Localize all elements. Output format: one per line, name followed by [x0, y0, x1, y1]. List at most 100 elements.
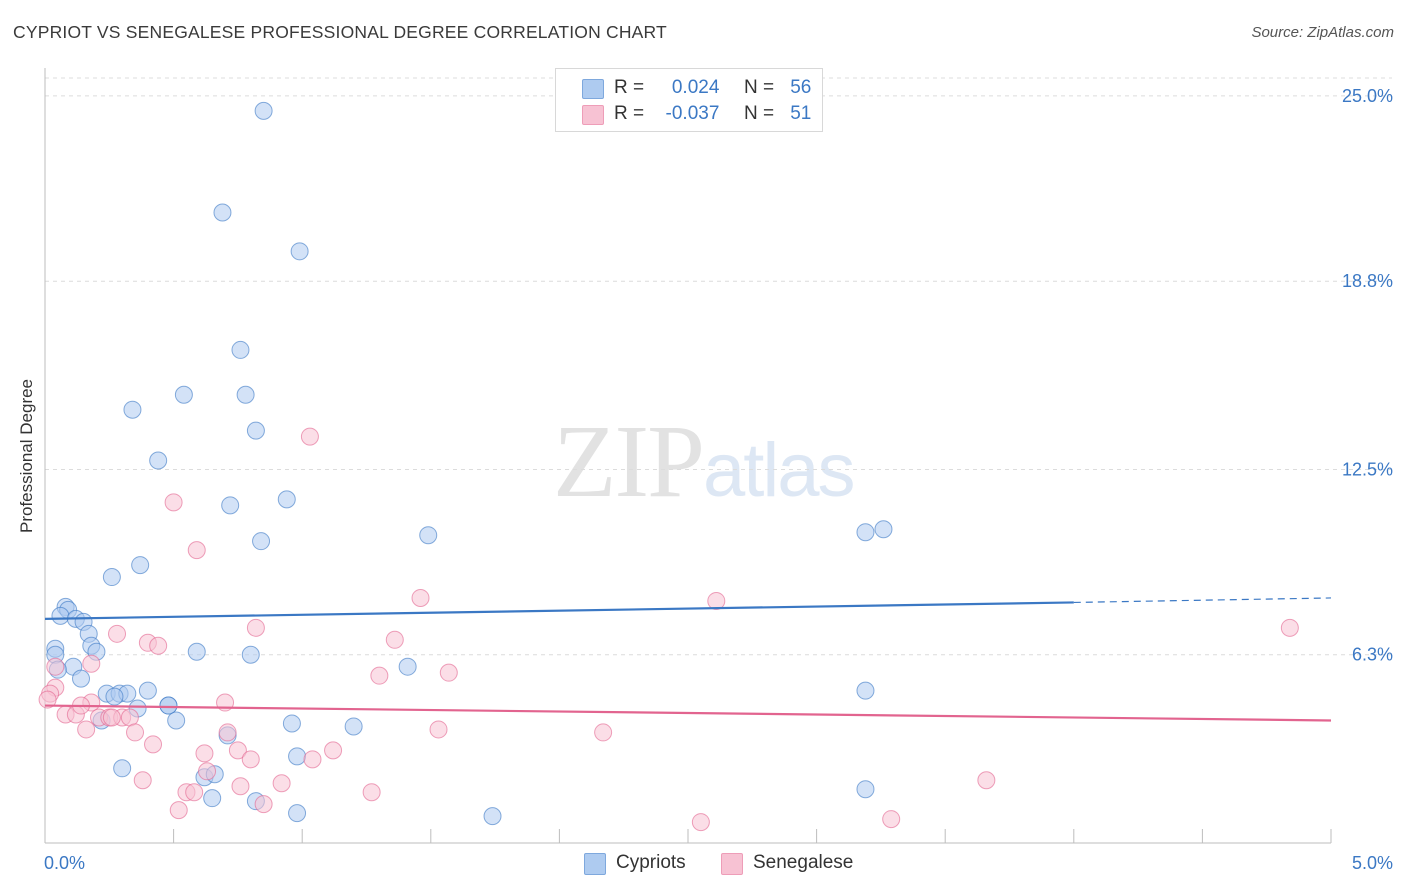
cypriots-point	[288, 804, 307, 823]
senegalese-point	[241, 750, 260, 769]
legend-r-value: 0.024	[671, 77, 720, 98]
legend-n-value: 56	[790, 77, 812, 98]
legend-n-label: N =	[743, 103, 775, 124]
cypriots-points	[46, 101, 893, 826]
cypriots-point	[174, 385, 193, 404]
senegalese-point	[126, 723, 145, 742]
cypriots-trend-line	[44, 601, 1074, 620]
senegalese-point	[187, 541, 206, 560]
cypriots-point	[856, 681, 875, 700]
senegalese-points	[38, 427, 1299, 832]
senegalese-point	[594, 723, 613, 742]
cypriots-point	[123, 400, 142, 419]
senegalese-point	[691, 813, 710, 832]
cypriots-point	[277, 490, 296, 509]
senegalese-point	[120, 708, 139, 727]
senegalese-point	[411, 588, 430, 607]
trend-lines	[44, 597, 1332, 722]
cypriots-point	[72, 669, 91, 688]
senegalese-point	[164, 493, 183, 512]
correlation-legend: R = 0.024 N = 56 R = -0.037 N = 51	[555, 68, 823, 132]
senegalese-point	[977, 771, 996, 790]
cypriots-trend-extension	[1073, 597, 1332, 604]
cypriots-point	[254, 101, 273, 120]
cypriots-point	[246, 421, 265, 440]
senegalese-point	[370, 666, 389, 685]
legend-swatch-cypriots	[582, 79, 604, 99]
y-tick-label: 12.5%	[1342, 459, 1393, 479]
x-tick-label: 5.0%	[1352, 853, 1393, 873]
watermark-zip: ZIP	[553, 404, 705, 519]
senegalese-point	[324, 741, 343, 760]
legend-r-label: R =	[614, 103, 645, 124]
senegalese-point	[218, 723, 237, 742]
senegalese-point	[169, 801, 188, 820]
senegalese-point	[102, 708, 121, 727]
senegalese-point	[149, 636, 168, 655]
watermark: ZIPatlas	[553, 402, 856, 521]
senegalese-point	[198, 762, 217, 781]
legend-r-label: R =	[614, 77, 645, 98]
cypriots-point	[398, 657, 417, 676]
cypriots-point	[131, 556, 150, 575]
legend-swatch-senegalese	[582, 105, 604, 125]
bottom-legend-label-cypriots: Cypriots	[616, 852, 686, 873]
senegalese-point	[38, 690, 57, 709]
cypriots-point	[51, 606, 70, 625]
axes	[44, 68, 1332, 844]
legend-n-value: 51	[790, 103, 812, 124]
cypriots-point	[344, 717, 363, 736]
senegalese-point	[707, 591, 726, 610]
cypriots-point	[149, 451, 168, 470]
senegalese-point	[362, 783, 381, 802]
senegalese-point	[231, 777, 250, 796]
cypriots-point	[288, 747, 307, 766]
cypriots-point	[241, 645, 260, 664]
senegalese-point	[133, 771, 152, 790]
cypriots-point	[282, 714, 301, 733]
chart-title: CYPRIOT VS SENEGALESE PROFESSIONAL DEGRE…	[13, 22, 667, 42]
y-tick-label: 18.8%	[1342, 271, 1393, 291]
y-tick-label: 25.0%	[1342, 86, 1393, 106]
cypriots-point	[105, 687, 124, 706]
senegalese-point	[272, 774, 291, 793]
cypriots-point	[236, 385, 255, 404]
cypriots-point	[483, 807, 502, 826]
senegalese-point	[429, 720, 448, 739]
y-tick-label: 6.3%	[1352, 645, 1393, 665]
senegalese-point	[82, 654, 101, 673]
x-tick-label: 0.0%	[44, 853, 85, 873]
watermark-atlas: atlas	[703, 428, 856, 513]
source-label: Source: ZipAtlas.com	[1251, 24, 1394, 41]
senegalese-point	[185, 783, 204, 802]
cypriots-point	[187, 642, 206, 661]
cypriots-point	[138, 681, 157, 700]
grid-lines	[45, 77, 1392, 656]
legend-r-value: -0.037	[665, 103, 720, 124]
cypriots-point	[252, 532, 271, 551]
senegalese-point	[77, 720, 96, 739]
senegalese-point	[195, 744, 214, 763]
tick-labels: 6.3% 12.5% 18.8% 25.0% 0.0% 5.0%	[44, 86, 1393, 873]
senegalese-point	[303, 750, 322, 769]
bottom-legend-swatch-cypriots	[584, 853, 606, 875]
senegalese-point	[144, 735, 163, 754]
senegalese-point	[882, 810, 901, 829]
cypriots-point	[221, 496, 240, 515]
bottom-legend-swatch-senegalese	[721, 853, 743, 875]
senegalese-trend-line	[44, 704, 1332, 722]
cypriots-point	[231, 340, 250, 359]
cypriots-point	[419, 526, 438, 545]
cypriots-point	[874, 520, 893, 539]
senegalese-point	[439, 663, 458, 682]
cypriots-point	[159, 696, 178, 715]
legend-n-label: N =	[743, 77, 775, 98]
senegalese-point	[300, 427, 319, 446]
cypriots-point	[102, 568, 121, 587]
bottom-legend-label-senegalese: Senegalese	[753, 852, 854, 873]
senegalese-point	[1280, 618, 1299, 637]
senegalese-point	[108, 624, 127, 643]
senegalese-point	[228, 741, 247, 760]
cypriots-point	[213, 203, 232, 222]
